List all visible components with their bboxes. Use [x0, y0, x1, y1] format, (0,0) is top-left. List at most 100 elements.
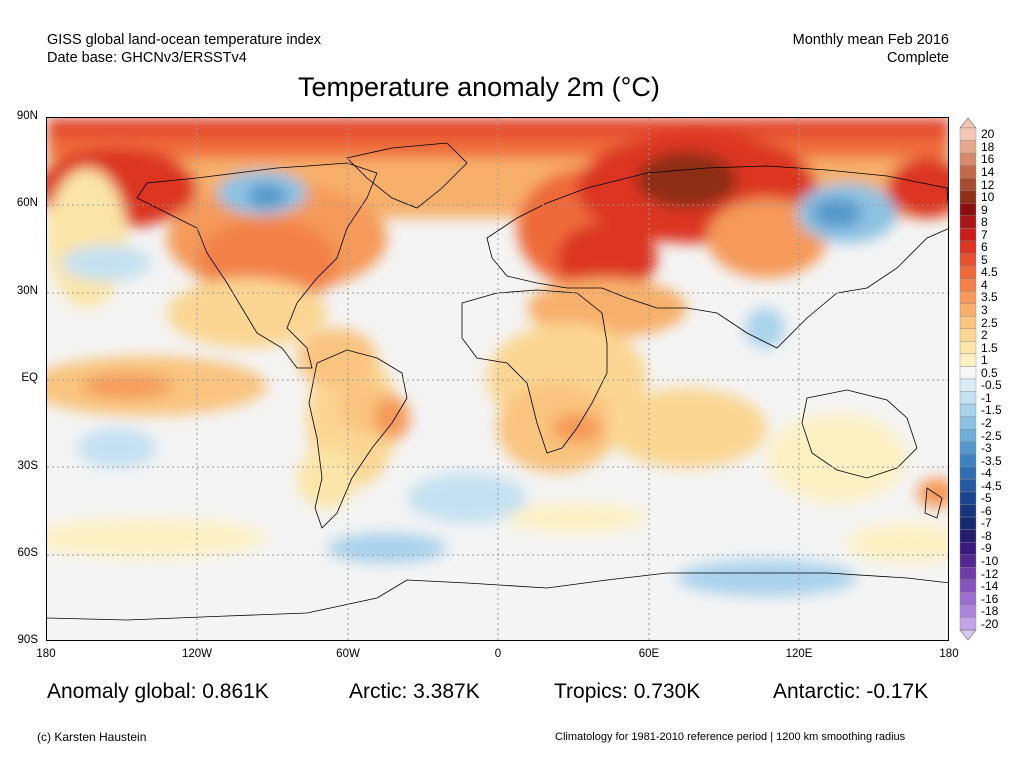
colorbar-swatch — [959, 579, 977, 593]
completeness-label: Complete — [886, 50, 949, 66]
colorbar-top-arrow — [959, 117, 977, 129]
colorbar-swatch — [959, 152, 977, 166]
colorbar-swatch — [959, 429, 977, 442]
colorbar-swatch — [959, 278, 977, 292]
colorbar-swatch — [959, 215, 977, 229]
colorbar-swatch — [959, 127, 977, 141]
colorbar-label: -2 — [981, 415, 992, 430]
period-label: Monthly mean Feb 2016 — [792, 32, 949, 48]
source-title: GISS global land-ocean temperature index — [47, 32, 322, 48]
colorbar-swatch — [959, 190, 977, 204]
arctic-anomaly: Arctic: 3.387K — [349, 680, 480, 703]
colorbar-swatch — [959, 479, 977, 493]
colorbar-label: -3.5 — [981, 453, 1002, 468]
map-title: Temperature anomaly 2m (°C) — [298, 72, 660, 102]
database-label: Date base: GHCNv3/ERSSTv4 — [47, 50, 247, 66]
colorbar-swatch — [959, 353, 977, 367]
colorbar-swatch — [959, 228, 977, 242]
y-tick-90s: 90S — [17, 634, 38, 646]
x-tick-180w: 180 — [36, 648, 56, 660]
colorbar-label: 1 — [981, 353, 988, 368]
colorbar-label: -0.5 — [981, 378, 1002, 393]
colorbar-label: -8 — [981, 528, 992, 543]
anomaly-map — [46, 117, 949, 641]
climatology-note: Climatology for 1981-2010 reference peri… — [555, 731, 906, 743]
colorbar-swatch — [959, 178, 977, 191]
global-anomaly: Anomaly global: 0.861K — [47, 680, 269, 703]
colorbar-label: 3.5 — [981, 290, 998, 305]
colorbar-label: 18 — [981, 139, 995, 154]
colorbar-label: 0.5 — [981, 365, 998, 380]
colorbar-swatch — [959, 466, 977, 480]
colorbar-swatch — [959, 165, 977, 179]
y-tick-30n: 30N — [16, 285, 38, 297]
colorbar-swatch — [959, 341, 977, 355]
x-tick-120e: 120E — [785, 648, 813, 660]
colorbar-label: 6 — [981, 240, 988, 255]
colorbar-swatch — [959, 504, 977, 518]
colorbar-label: 4 — [981, 277, 988, 292]
colorbar-swatch — [959, 290, 977, 304]
colorbar-swatch — [959, 491, 977, 505]
anomaly-map-svg — [47, 118, 948, 640]
colorbar-swatches — [959, 117, 977, 641]
colorbar-swatch — [959, 604, 977, 618]
colorbar-label: 20 — [981, 127, 995, 142]
x-tick-180e: 180 — [939, 648, 959, 660]
colorbar-swatch — [959, 253, 977, 267]
colorbar-label: -4 — [981, 466, 992, 481]
colorbar-label: -10 — [981, 554, 999, 568]
y-tick-90n: 90N — [16, 110, 38, 122]
colorbar-label: -18 — [981, 604, 999, 619]
y-tick-60s: 60S — [17, 547, 38, 559]
colorbar-swatch — [959, 554, 977, 568]
colorbar-label: -7 — [981, 516, 992, 531]
colorbar-swatch — [959, 240, 977, 254]
colorbar-label: -9 — [981, 541, 992, 556]
coastlines — [47, 142, 948, 621]
colorbar-label: 16 — [981, 152, 995, 167]
colorbar-swatch — [959, 529, 977, 543]
colorbar-swatch — [959, 592, 977, 606]
y-tick-eq: EQ — [21, 372, 38, 384]
colorbar-label: -4.5 — [981, 478, 1002, 493]
colorbar-label: 9 — [981, 202, 988, 217]
colorbar-swatch — [959, 567, 977, 581]
colorbar-swatch — [959, 391, 977, 405]
antarctic-anomaly: Antarctic: -0.17K — [773, 680, 929, 703]
x-tick-60w: 60W — [336, 648, 360, 660]
colorbar-swatch — [959, 454, 977, 468]
colorbar-label: -1.5 — [981, 403, 1002, 418]
colorbar-bottom-arrow — [959, 629, 977, 641]
colorbar-swatch — [959, 416, 977, 430]
colorbar-swatch — [959, 516, 977, 530]
colorbar-swatch — [959, 140, 977, 154]
colorbar-swatch — [959, 265, 977, 279]
colorbar-swatch — [959, 541, 977, 555]
colorbar-label: -5 — [981, 491, 992, 506]
colorbar-label: -2.5 — [981, 428, 1002, 443]
colorbar-label: 14 — [981, 164, 995, 179]
colorbar-label: -16 — [981, 591, 999, 606]
colorbar-label: -6 — [981, 503, 992, 518]
colorbar-label: -12 — [981, 566, 999, 581]
colorbar-label: 12 — [981, 177, 995, 192]
y-tick-30s: 30S — [17, 460, 38, 472]
colorbar-swatch — [959, 403, 977, 417]
colorbar-swatch — [959, 617, 977, 631]
colorbar-swatch — [959, 303, 977, 317]
colorbar-label: 4.5 — [981, 265, 998, 280]
x-tick-120w: 120W — [181, 648, 213, 660]
colorbar-swatch — [959, 441, 977, 455]
colorbar-label: 3 — [981, 303, 988, 317]
colorbar-swatch — [959, 328, 977, 342]
tropics-anomaly: Tropics: 0.730K — [554, 680, 701, 703]
colorbar-label: 1.5 — [981, 340, 998, 355]
colorbar-label: -3 — [981, 441, 992, 455]
grid — [47, 118, 948, 640]
colorbar-swatch — [959, 316, 977, 330]
colorbar-label: 2 — [981, 328, 988, 343]
colorbar-swatch — [959, 378, 977, 392]
colorbar-label: -14 — [981, 579, 999, 594]
y-tick-60n: 60N — [16, 197, 38, 209]
